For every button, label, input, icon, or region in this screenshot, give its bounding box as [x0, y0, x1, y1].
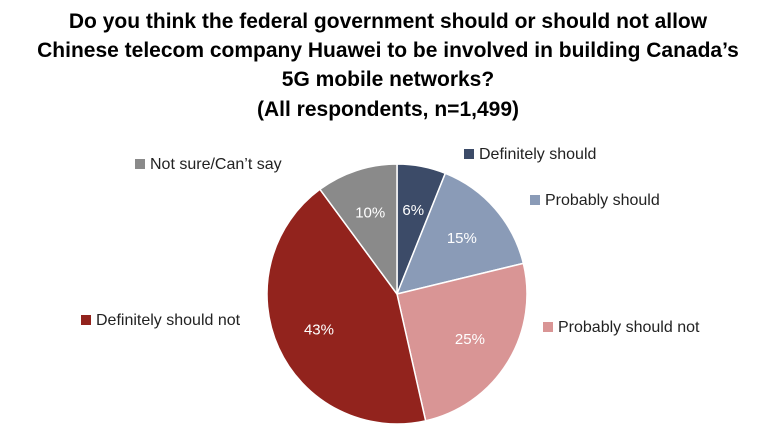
- legend-swatch-probably-should-not: [543, 322, 553, 332]
- pie-slice-definitely-should-not: [266, 188, 427, 425]
- pie-slice-not-sure-can-t-say: [318, 163, 398, 297]
- slice-label-definitely-should-not: 43%: [304, 322, 334, 339]
- pie-slice-probably-should-not: [396, 262, 528, 422]
- title-line-4: (All respondents, n=1,499): [257, 98, 519, 121]
- title-line-3: 5G mobile networks?: [282, 68, 494, 91]
- slice-label-probably-should: 15%: [447, 230, 477, 247]
- pie-slices: [266, 163, 528, 425]
- legend: Definitely should Probably should Probably…: [81, 146, 700, 336]
- legend-swatch-definitely-should: [464, 149, 474, 159]
- title-line-2: Chinese telecom company Huawei to be inv…: [37, 39, 739, 62]
- slice-label-definitely-should: 6%: [402, 202, 424, 219]
- pie-slice-labels: 6% 15% 25% 43% 10%: [304, 202, 485, 348]
- legend-swatch-definitely-should-not: [81, 315, 91, 325]
- legend-label-probably-should: Probably should: [545, 192, 660, 209]
- pie-slice-probably-should: [395, 172, 525, 296]
- title-line-1: Do you think the federal government shou…: [69, 10, 708, 33]
- legend-label-probably-should-not: Probably should not: [558, 319, 700, 336]
- legend-swatch-not-sure-can-t-say: [135, 159, 145, 169]
- slice-label-not-sure-can-t-say: 10%: [355, 204, 385, 221]
- slice-label-probably-should-not: 25%: [455, 331, 485, 348]
- legend-label-definitely-should-not: Definitely should not: [96, 312, 241, 329]
- chart-title: Do you think the federal government shou…: [37, 10, 739, 121]
- legend-label-not-sure-can-t-say: Not sure/Can’t say: [150, 156, 282, 173]
- legend-swatch-probably-should: [530, 195, 540, 205]
- legend-label-definitely-should: Definitely should: [479, 146, 596, 163]
